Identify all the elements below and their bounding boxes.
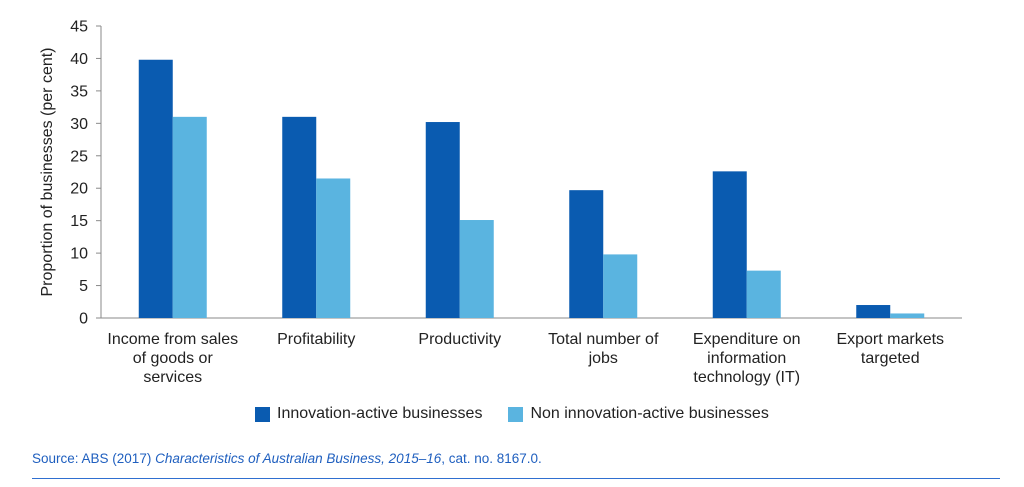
legend-label-innovation-active: Innovation-active businesses bbox=[277, 405, 483, 422]
bar-non-innovation-active bbox=[459, 220, 494, 318]
bar-innovation-active bbox=[138, 59, 173, 319]
source-note: Source: ABS (2017) Characteristics of Au… bbox=[32, 451, 542, 466]
bar-innovation-active bbox=[282, 116, 317, 318]
legend-label-non-innovation-active: Non innovation-active businesses bbox=[530, 405, 769, 422]
legend: Innovation-active businesses Non innovat… bbox=[255, 405, 795, 423]
bar-chart: Proportion of businesses (per cent) 0 5 10 1… bbox=[39, 19, 962, 386]
bar-non-innovation-active bbox=[316, 178, 351, 318]
x-category-label: Income from sales of goods or services bbox=[107, 331, 238, 386]
legend-item-innovation-active: Innovation-active businesses bbox=[255, 405, 482, 423]
legend-swatch-non-innovation-active bbox=[508, 406, 524, 422]
y-tick-label: 20 bbox=[70, 181, 88, 198]
bar-non-innovation-active bbox=[603, 254, 638, 318]
y-tick-label: 30 bbox=[70, 116, 88, 133]
x-category-label: Profitability bbox=[277, 331, 355, 348]
bar-innovation-active bbox=[712, 171, 747, 318]
bar-innovation-active bbox=[425, 122, 460, 318]
bar-innovation-active bbox=[569, 190, 604, 318]
legend-swatch-innovation-active bbox=[255, 406, 270, 422]
y-tick-label: 35 bbox=[70, 83, 88, 100]
bar-non-innovation-active bbox=[746, 270, 781, 318]
source-publication-title: Characteristics of Australian Business, … bbox=[155, 451, 442, 466]
bar-non-innovation-active bbox=[172, 116, 207, 318]
x-category-label: Export markets targeted bbox=[836, 331, 944, 367]
source-suffix: , cat. no. 8167.0. bbox=[441, 451, 542, 466]
y-tick-label: 10 bbox=[70, 246, 88, 263]
x-category-label: Expenditure on information technology (IT) bbox=[693, 331, 801, 386]
y-axis-label: Proportion of businesses (per cent) bbox=[39, 47, 56, 296]
x-category-label: Productivity bbox=[418, 331, 501, 348]
bar-innovation-active bbox=[856, 305, 891, 318]
footer-rule bbox=[32, 478, 1000, 479]
x-category-label: Total number of jobs bbox=[548, 331, 659, 367]
y-tick-label: 0 bbox=[79, 311, 88, 328]
source-prefix: Source: ABS (2017) bbox=[32, 451, 156, 466]
y-tick-label: 40 bbox=[70, 51, 88, 68]
y-tick-label: 25 bbox=[70, 148, 88, 165]
bar-non-innovation-active bbox=[890, 313, 925, 318]
y-tick-label: 15 bbox=[70, 213, 88, 230]
y-tick-label: 45 bbox=[70, 19, 88, 36]
y-tick-label: 5 bbox=[79, 278, 88, 295]
legend-item-non-innovation-active: Non innovation-active businesses bbox=[508, 405, 769, 423]
